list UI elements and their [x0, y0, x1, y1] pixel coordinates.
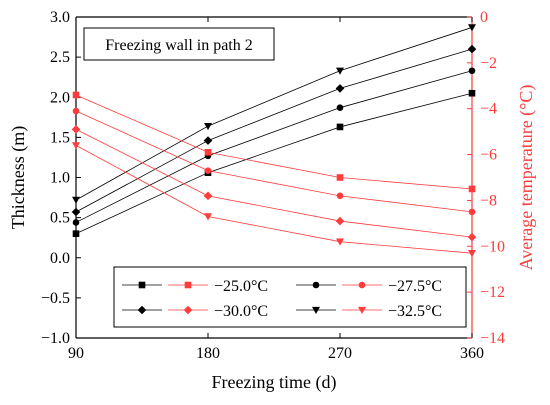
series-point-right-5	[204, 167, 212, 174]
series-point-left-1	[468, 67, 476, 75]
y-right-tick-label: −12	[480, 284, 505, 301]
legend-label: −25.0°C	[214, 278, 268, 295]
legend-label: −30.0°C	[214, 303, 268, 320]
legend-label: −32.5°C	[388, 303, 442, 320]
y-left-tick-label: −0.5	[41, 290, 70, 307]
x-tick-label: 270	[328, 345, 352, 362]
series-point-left-3	[72, 196, 80, 204]
series-point-right-6	[71, 125, 81, 134]
series-point-left-3	[468, 24, 476, 32]
y-left-tick-label: 1.5	[50, 129, 70, 146]
legend-marker-black	[137, 305, 147, 315]
legend-marker-red	[183, 305, 193, 315]
y-left-tick-label: 2.0	[50, 89, 70, 106]
x-tick-label: 90	[68, 345, 84, 362]
y-left-tick-label: 0.0	[50, 250, 70, 267]
series-point-left-1	[336, 104, 344, 111]
series-point-right-5	[72, 107, 80, 115]
annotation-text: Freezing wall in path 2	[105, 37, 253, 54]
series-point-right-6	[335, 216, 345, 226]
series-line-left-0	[75, 92, 473, 235]
y-right-tick-label: −6	[480, 147, 497, 164]
y-left-tick-label: 0.5	[50, 210, 70, 227]
series-point-right-4	[468, 185, 476, 193]
x-tick-label: 180	[196, 345, 220, 362]
series-point-left-2	[335, 84, 345, 93]
series-line-right-7	[75, 145, 473, 254]
legend-label: −27.5°C	[388, 278, 442, 295]
series-point-left-3	[204, 122, 212, 131]
series-point-right-7	[204, 213, 212, 221]
series-point-right-4	[336, 174, 344, 181]
series-point-right-5	[336, 192, 344, 200]
y-right-axis-title: Average temperature (°C)	[516, 85, 537, 271]
series-point-right-7	[72, 142, 80, 150]
y-left-tick-label: 2.5	[50, 49, 70, 66]
y-right-tick-label: −2	[480, 55, 497, 72]
series-point-right-6	[467, 232, 477, 242]
legend-marker-black	[312, 306, 320, 314]
y-left-axis-title: Thickness (m)	[8, 126, 29, 229]
series-point-right-4	[204, 148, 212, 156]
series-line-left-2	[75, 48, 473, 213]
series-line-left-3	[75, 27, 473, 201]
series-line-right-5	[75, 110, 473, 213]
series-point-left-1	[72, 219, 80, 226]
legend-marker-red	[358, 306, 366, 314]
series-point-right-6	[203, 191, 213, 201]
series-point-left-0	[336, 123, 344, 131]
y-left-tick-label: 3.0	[50, 9, 70, 26]
y-right-tick-label: −4	[480, 101, 497, 118]
series-point-left-2	[71, 207, 81, 217]
series-line-right-6	[75, 128, 473, 238]
series-point-left-0	[468, 89, 476, 97]
x-tick-label: 360	[460, 345, 484, 362]
series-point-left-2	[203, 136, 213, 145]
legend-marker-red	[184, 281, 192, 289]
series-point-right-7	[468, 249, 476, 258]
series-point-right-7	[336, 238, 344, 246]
y-right-tick-label: −8	[480, 192, 497, 209]
y-left-tick-label: −1.0	[41, 330, 70, 347]
y-right-tick-label: −10	[480, 238, 505, 255]
legend-marker-black	[312, 281, 320, 289]
series-point-right-5	[468, 208, 476, 216]
x-axis-title: Freezing time (d)	[212, 372, 337, 393]
series-line-right-4	[75, 94, 473, 190]
series-point-left-3	[336, 67, 344, 75]
legend-box	[113, 266, 467, 328]
series-point-left-0	[72, 230, 80, 237]
y-left-tick-label: 1.0	[50, 170, 70, 187]
legend-marker-black	[138, 281, 146, 289]
series-line-left-1	[75, 70, 473, 223]
series-point-right-4	[72, 91, 80, 99]
y-right-tick-label: −14	[480, 330, 505, 347]
y-right-tick-label: 0	[480, 9, 488, 26]
series-point-left-2	[467, 44, 477, 54]
annotation-box	[83, 27, 275, 61]
legend-marker-red	[358, 281, 366, 289]
